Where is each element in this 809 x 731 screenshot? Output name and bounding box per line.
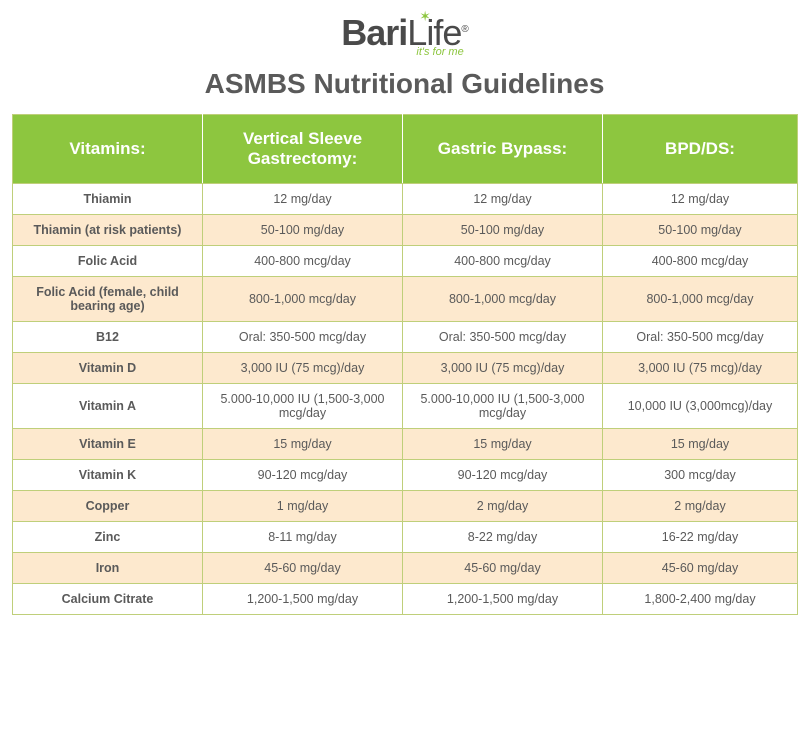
table-body: Thiamin12 mg/day12 mg/day12 mg/dayThiami… — [13, 184, 798, 615]
brand-part-a: Bari — [341, 12, 407, 53]
value-cell: 16-22 mg/day — [603, 522, 798, 553]
vitamin-name-cell: Copper — [13, 491, 203, 522]
value-cell: 800-1,000 mcg/day — [403, 277, 603, 322]
table-row: B12Oral: 350-500 mcg/dayOral: 350-500 mc… — [13, 322, 798, 353]
value-cell: 5.000-10,000 IU (1,500-3,000 mcg/day — [403, 384, 603, 429]
value-cell: Oral: 350-500 mcg/day — [203, 322, 403, 353]
value-cell: 800-1,000 mcg/day — [603, 277, 798, 322]
value-cell: 8-22 mg/day — [403, 522, 603, 553]
table-header-row: Vitamins: Vertical Sleeve Gastrectomy: G… — [13, 115, 798, 184]
vitamin-name-cell: Vitamin E — [13, 429, 203, 460]
vitamin-name-cell: B12 — [13, 322, 203, 353]
value-cell: 45-60 mg/day — [203, 553, 403, 584]
logo-block: ✶ BariLife® it's for me — [12, 12, 797, 60]
vitamin-name-cell: Vitamin K — [13, 460, 203, 491]
value-cell: 10,000 IU (3,000mcg)/day — [603, 384, 798, 429]
value-cell: 800-1,000 mcg/day — [203, 277, 403, 322]
vitamin-name-cell: Vitamin D — [13, 353, 203, 384]
table-row: Zinc8-11 mg/day8-22 mg/day16-22 mg/day — [13, 522, 798, 553]
table-row: Thiamin (at risk patients)50-100 mg/day5… — [13, 215, 798, 246]
value-cell: 12 mg/day — [403, 184, 603, 215]
table-row: Calcium Citrate1,200-1,500 mg/day1,200-1… — [13, 584, 798, 615]
value-cell: 15 mg/day — [403, 429, 603, 460]
vitamin-name-cell: Iron — [13, 553, 203, 584]
table-row: Folic Acid (female, child bearing age)80… — [13, 277, 798, 322]
value-cell: 90-120 mcg/day — [203, 460, 403, 491]
value-cell: 300 mcg/day — [603, 460, 798, 491]
value-cell: 8-11 mg/day — [203, 522, 403, 553]
col-header-vitamins: Vitamins: — [13, 115, 203, 184]
value-cell: 1,200-1,500 mg/day — [403, 584, 603, 615]
col-header-vsg: Vertical Sleeve Gastrectomy: — [203, 115, 403, 184]
col-header-bypass: Gastric Bypass: — [403, 115, 603, 184]
value-cell: 400-800 mcg/day — [203, 246, 403, 277]
value-cell: 3,000 IU (75 mcg)/day — [403, 353, 603, 384]
guidelines-table: Vitamins: Vertical Sleeve Gastrectomy: G… — [12, 114, 798, 615]
page-title: ASMBS Nutritional Guidelines — [12, 68, 797, 100]
value-cell: 1 mg/day — [203, 491, 403, 522]
value-cell: 50-100 mg/day — [403, 215, 603, 246]
table-row: Copper1 mg/day2 mg/day2 mg/day — [13, 491, 798, 522]
value-cell: 5.000-10,000 IU (1,500-3,000 mcg/day — [203, 384, 403, 429]
table-row: Thiamin12 mg/day12 mg/day12 mg/day — [13, 184, 798, 215]
vitamin-name-cell: Zinc — [13, 522, 203, 553]
value-cell: 50-100 mg/day — [203, 215, 403, 246]
brand-logo: ✶ BariLife® it's for me — [341, 12, 467, 58]
value-cell: 400-800 mcg/day — [403, 246, 603, 277]
vitamin-name-cell: Calcium Citrate — [13, 584, 203, 615]
vitamin-name-cell: Folic Acid (female, child bearing age) — [13, 277, 203, 322]
value-cell: 2 mg/day — [603, 491, 798, 522]
value-cell: 45-60 mg/day — [603, 553, 798, 584]
value-cell: 400-800 mcg/day — [603, 246, 798, 277]
value-cell: 3,000 IU (75 mcg)/day — [203, 353, 403, 384]
vitamin-name-cell: Thiamin — [13, 184, 203, 215]
value-cell: 2 mg/day — [403, 491, 603, 522]
vitamin-name-cell: Folic Acid — [13, 246, 203, 277]
sparkle-icon: ✶ — [419, 8, 431, 25]
table-row: Vitamin E15 mg/day15 mg/day15 mg/day — [13, 429, 798, 460]
value-cell: 3,000 IU (75 mcg)/day — [603, 353, 798, 384]
value-cell: 1,200-1,500 mg/day — [203, 584, 403, 615]
table-row: Vitamin A5.000-10,000 IU (1,500-3,000 mc… — [13, 384, 798, 429]
value-cell: Oral: 350-500 mcg/day — [603, 322, 798, 353]
value-cell: 15 mg/day — [603, 429, 798, 460]
value-cell: 90-120 mcg/day — [403, 460, 603, 491]
table-row: Folic Acid400-800 mcg/day400-800 mcg/day… — [13, 246, 798, 277]
table-row: Vitamin K90-120 mcg/day90-120 mcg/day300… — [13, 460, 798, 491]
table-row: Iron45-60 mg/day45-60 mg/day45-60 mg/day — [13, 553, 798, 584]
vitamin-name-cell: Thiamin (at risk patients) — [13, 215, 203, 246]
value-cell: 1,800-2,400 mg/day — [603, 584, 798, 615]
value-cell: 45-60 mg/day — [403, 553, 603, 584]
value-cell: 12 mg/day — [603, 184, 798, 215]
value-cell: 15 mg/day — [203, 429, 403, 460]
value-cell: 12 mg/day — [203, 184, 403, 215]
col-header-bpdds: BPD/DS: — [603, 115, 798, 184]
value-cell: 50-100 mg/day — [603, 215, 798, 246]
vitamin-name-cell: Vitamin A — [13, 384, 203, 429]
value-cell: Oral: 350-500 mcg/day — [403, 322, 603, 353]
table-row: Vitamin D3,000 IU (75 mcg)/day3,000 IU (… — [13, 353, 798, 384]
